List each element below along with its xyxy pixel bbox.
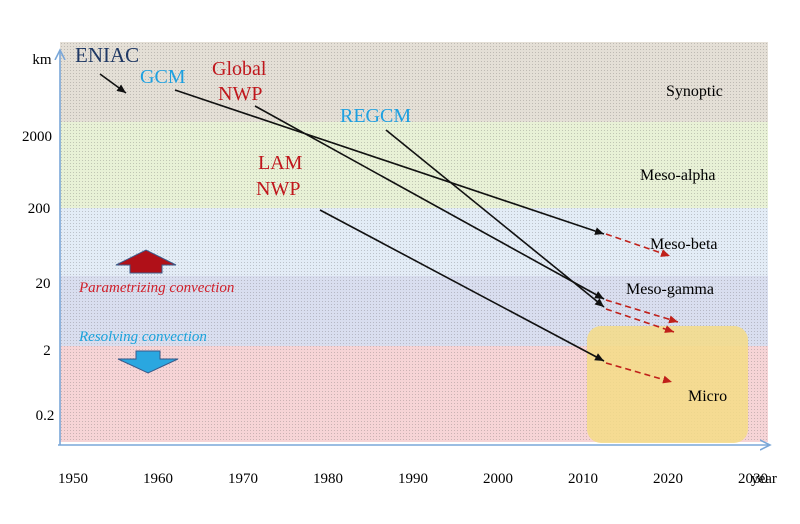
y-tick-label: 200 [28,201,51,217]
up-arrow-icon [115,249,177,274]
arrow-gcm [174,89,605,235]
model-label-global-nwp: NWP [218,83,262,105]
forecast-arrow-lam-nwp [605,362,673,384]
y-tick-label: 2000 [22,129,52,145]
x-tick-label: 2010 [568,471,598,487]
x-axis-ticks: 1950 1960 1970 1980 1990 2000 2010 2020 2030 [58,471,768,487]
y-axis-unit: km [32,52,52,68]
model-label-eniac: ENIAC [75,43,139,67]
x-tick-label: 2000 [483,471,513,487]
micro-highlight-box [587,326,748,443]
forecast-arrow-gcm [605,233,671,257]
band-label-micro: Micro [688,388,727,405]
down-arrow-icon [117,350,179,374]
model-label-global: Global [212,58,267,80]
band-label-meso-beta: Meso-beta [650,236,718,253]
x-tick-label: 2030 [738,471,768,487]
y-tick-label: 20 [36,276,51,292]
band-label-synoptic: Synoptic [666,83,723,100]
arrow-regcm [385,129,605,308]
arrow-eniac [99,73,127,94]
parametrizing-convection-label: Parametrizing convection [78,280,234,296]
arrow-global-nwp [254,105,605,300]
forecast-arrow-regcm [605,308,675,333]
x-tick-label: 1990 [398,471,428,487]
model-label-lam: LAM [258,152,303,174]
x-tick-label: 1980 [313,471,343,487]
x-tick-label: 1950 [58,471,88,487]
x-tick-label: 1970 [228,471,258,487]
arrow-lam-nwp [319,209,605,362]
model-label-regcm: REGCM [340,105,411,127]
x-tick-label: 2020 [653,471,683,487]
model-label-lam-nwp: NWP [256,178,300,200]
band-label-meso-gamma: Meso-gamma [626,281,714,298]
forecast-arrow-global-nwp [605,299,679,324]
resolving-convection-label: Resolving convection [78,329,207,345]
y-tick-label: 0.2 [36,408,55,424]
x-tick-label: 1960 [143,471,173,487]
x-axis-unit: year [751,471,777,487]
band-label-meso-alpha: Meso-alpha [640,167,716,184]
y-tick-label: 2 [43,343,51,359]
model-label-gcm: GCM [140,66,186,88]
